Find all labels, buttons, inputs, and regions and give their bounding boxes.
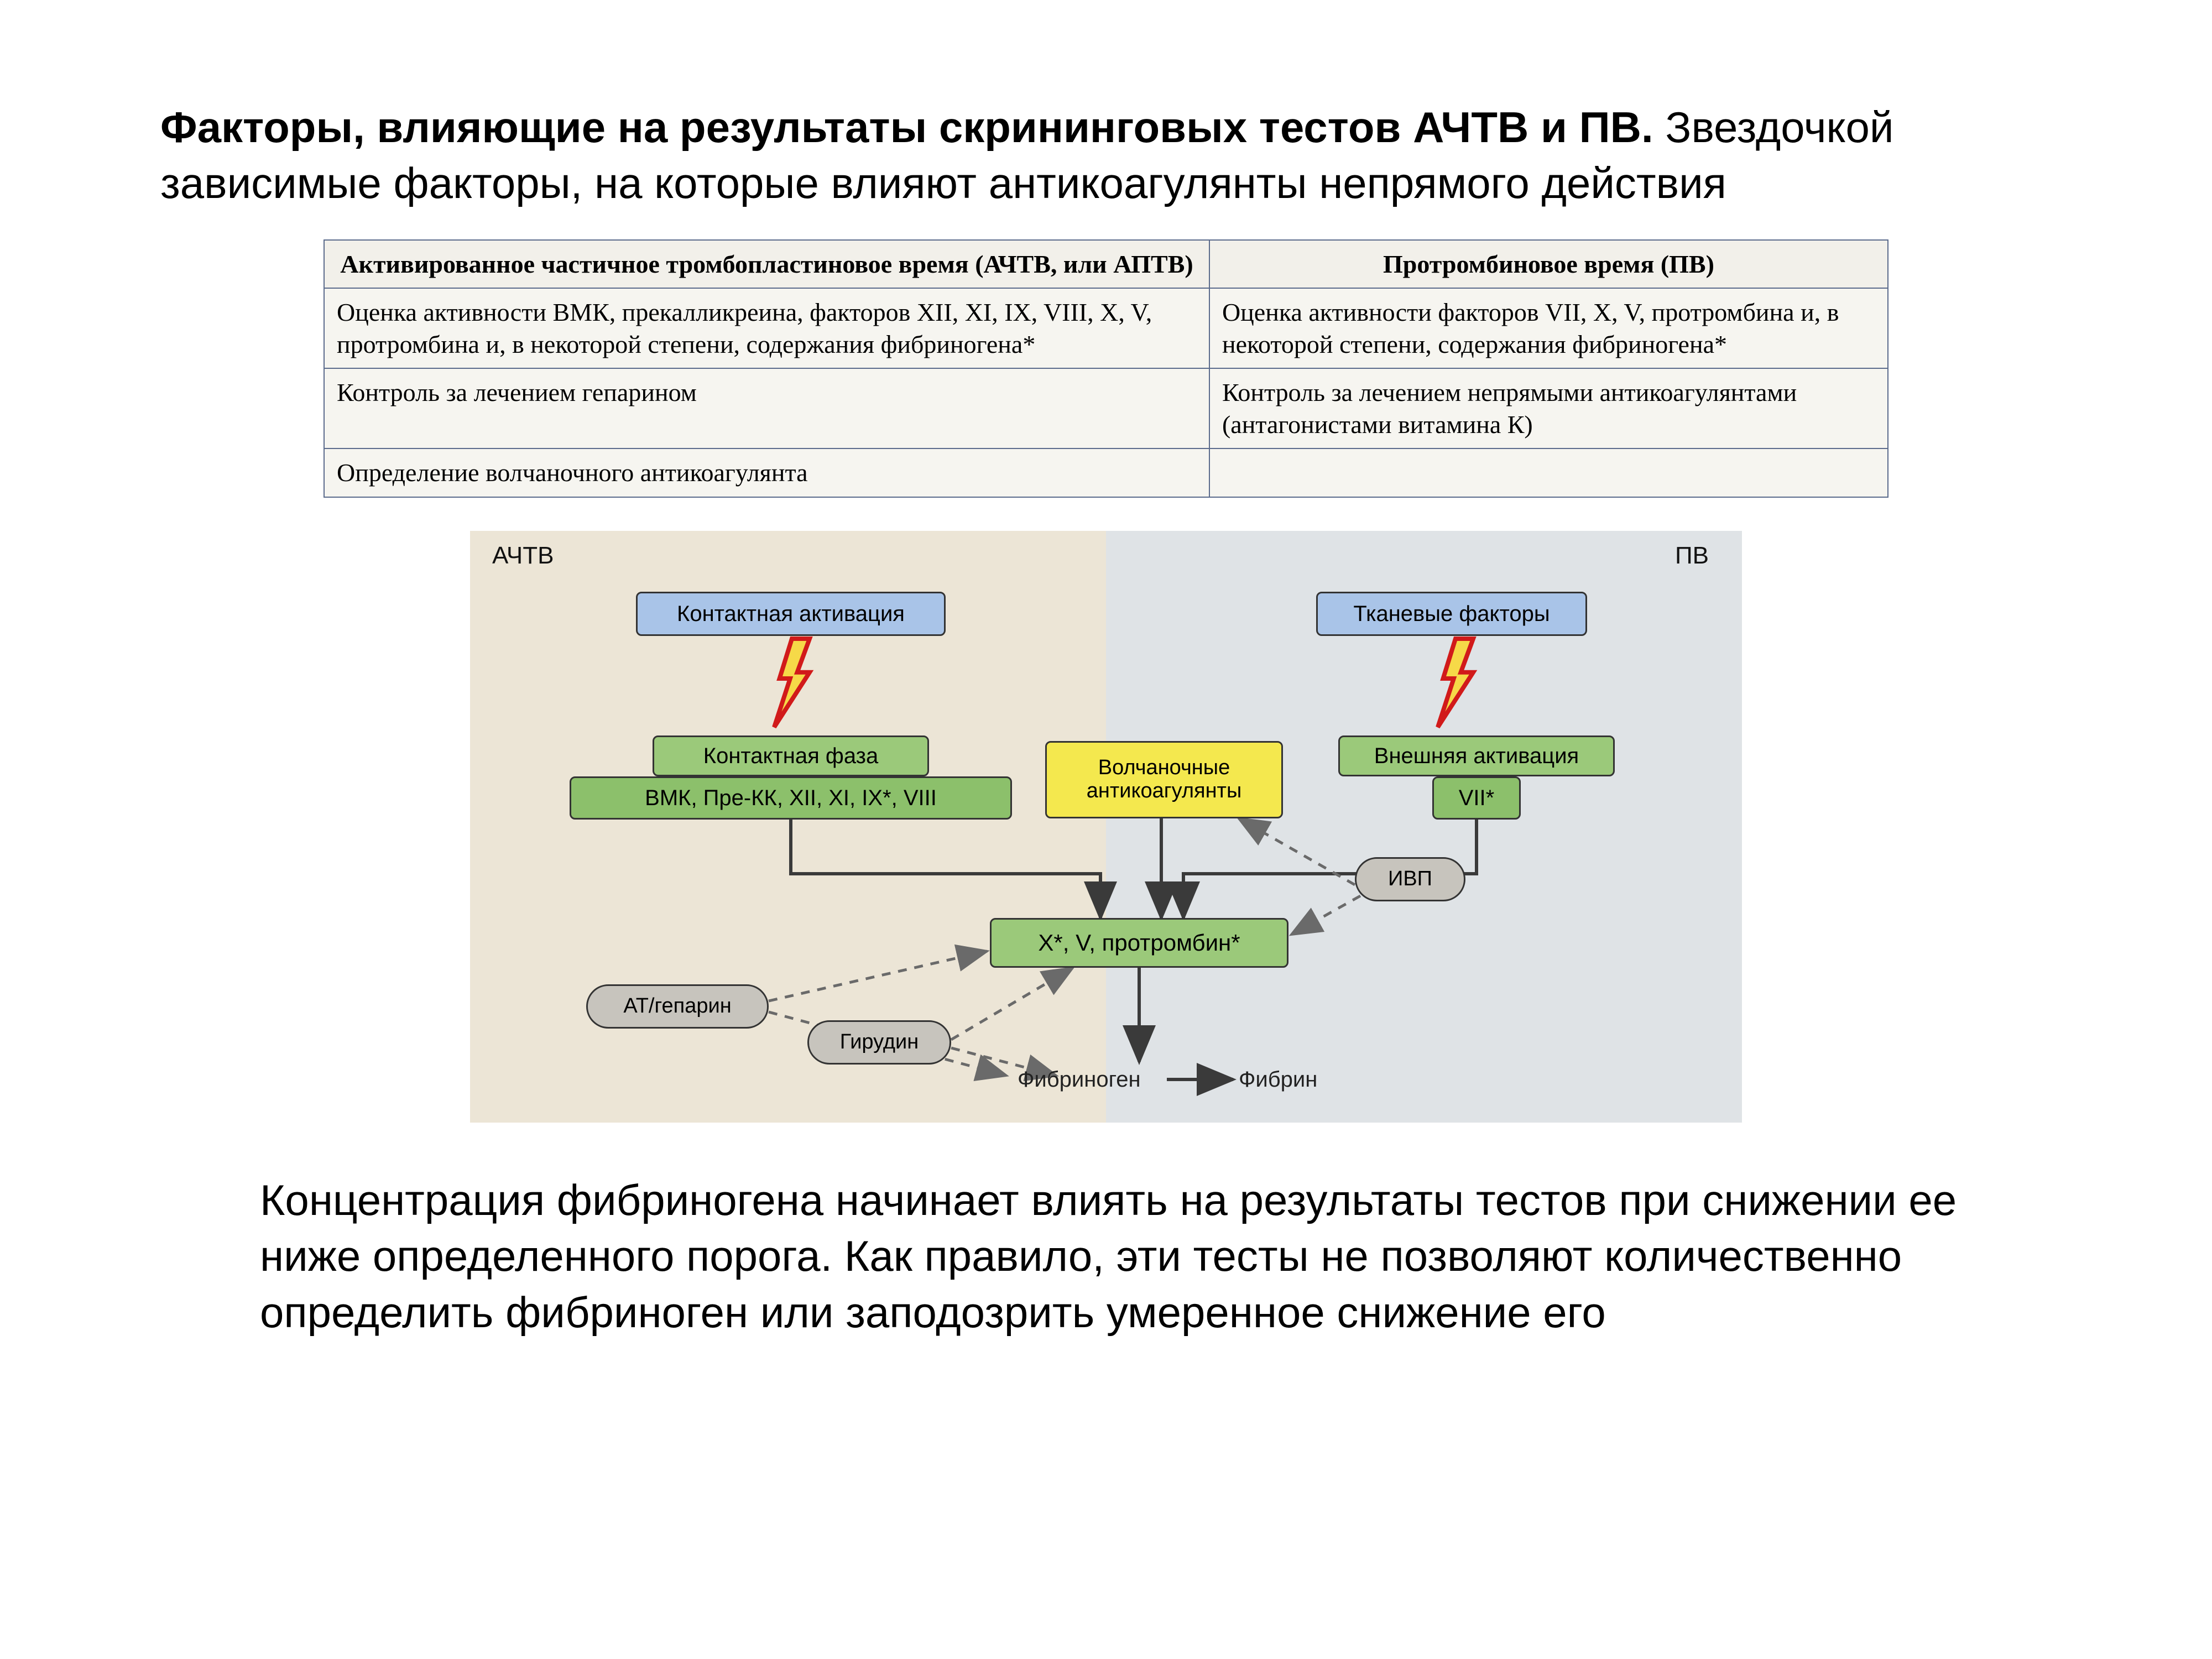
node-common-pathway: X*, V, протромбин* — [990, 918, 1288, 968]
diagram-title-left: АЧТВ — [492, 542, 554, 570]
label-fibrin: Фибрин — [1239, 1067, 1317, 1092]
node-at-heparin: АТ/гепарин — [586, 984, 769, 1029]
node-contact-phase-body: ВМК, Пре-КК, XII, XI, IX*, VIII — [570, 776, 1012, 820]
title-bold: Факторы, влияющие на результаты скрининг… — [160, 103, 1653, 152]
cell-achtv-2: Определение волчаночного антикоагулянта — [324, 448, 1209, 497]
node-contact-activation: Контактная активация — [636, 592, 946, 636]
diagram-container: АЧТВ ПВ — [160, 531, 2052, 1123]
table-header-row: Активированное частичное тромбопластинов… — [324, 240, 1888, 289]
node-hirudin: Гирудин — [807, 1020, 951, 1065]
label-fibrinogen: Фибриноген — [1018, 1067, 1141, 1092]
diagram-title-right: ПВ — [1675, 542, 1709, 570]
th-achtv: Активированное частичное тромбопластинов… — [324, 240, 1209, 289]
table-row: Определение волчаночного антикоагулянта — [324, 448, 1888, 497]
cell-achtv-1: Контроль за лечением гепарином — [324, 368, 1209, 448]
coagulation-diagram: АЧТВ ПВ — [470, 531, 1742, 1123]
cell-achtv-0: Оценка активности ВМК, прекалликреина, ф… — [324, 288, 1209, 368]
comparison-table: Активированное частичное тромбопластинов… — [324, 239, 1888, 498]
node-external-activation-body: VII* — [1432, 776, 1521, 820]
cell-pv-2 — [1209, 448, 1888, 497]
node-external-activation-header: Внешняя активация — [1338, 735, 1615, 776]
node-contact-phase-header: Контактная фаза — [653, 735, 929, 776]
table-row: Контроль за лечением гепарином Контроль … — [324, 368, 1888, 448]
table-row: Оценка активности ВМК, прекалликреина, ф… — [324, 288, 1888, 368]
cell-pv-1: Контроль за лечением непрямыми антикоагу… — [1209, 368, 1888, 448]
footer-paragraph: Концентрация фибриногена начинает влиять… — [160, 1172, 2052, 1340]
node-ivp: ИВП — [1355, 857, 1465, 901]
slide-title: Факторы, влияющие на результаты скрининг… — [160, 100, 2052, 212]
node-lupus-anticoagulants: Волчаночные антикоагулянты — [1045, 741, 1283, 818]
node-tissue-factors: Тканевые факторы — [1316, 592, 1587, 636]
cell-pv-0: Оценка активности факторов VII, X, V, пр… — [1209, 288, 1888, 368]
th-pv: Протромбиновое время (ПВ) — [1209, 240, 1888, 289]
table-container: Активированное частичное тромбопластинов… — [160, 239, 2052, 498]
